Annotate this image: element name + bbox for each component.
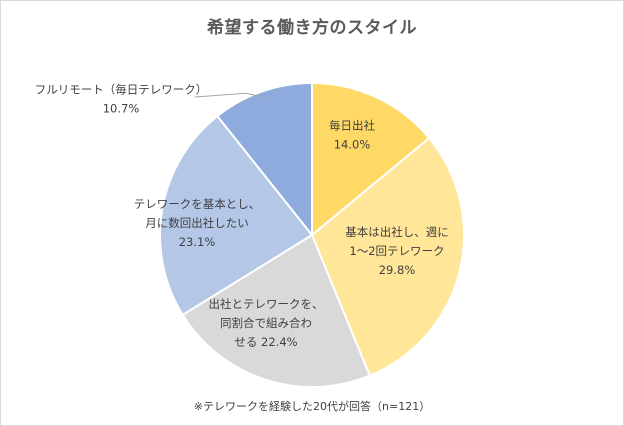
pie-slice-5 bbox=[215, 81, 313, 238]
pie-slice-4 bbox=[159, 114, 314, 317]
slice-label-3: 出社とテレワークを、同割合で組み合わせる 22.4% bbox=[209, 297, 324, 349]
slice-label-line: 1～2回テレワーク bbox=[349, 244, 444, 258]
slice-label-line: 出社とテレワークを、 bbox=[209, 297, 324, 311]
slice-label-1: 毎日出社 14.0% bbox=[329, 119, 375, 152]
slice-label-5: フルリモート（毎日テレワーク） 10.7% bbox=[35, 83, 208, 116]
chart-title: 希望する働き方のスタイル bbox=[207, 18, 417, 38]
slice-label-line: 23.1% bbox=[179, 235, 216, 249]
pie-slice-2 bbox=[310, 136, 465, 377]
pie-slice-3 bbox=[181, 233, 372, 388]
slice-label-2: 基本は出社し、週に 1～2回テレワーク 29.8% bbox=[345, 225, 449, 277]
slice-label-line: 同割合で組み合わ bbox=[220, 316, 312, 330]
chart-footnote: ※テレワークを経験した20代が回答（n=121） bbox=[193, 400, 431, 413]
slice-label-4: テレワークを基本とし、月に数回出社したい 23.1% bbox=[134, 197, 261, 249]
slice-label-line: 10.7% bbox=[103, 102, 140, 116]
slice-label-line: テレワークを基本とし、 bbox=[134, 197, 261, 211]
slice-label-line: 月に数回出社したい bbox=[145, 216, 249, 230]
slice-label-line: 14.0% bbox=[334, 138, 371, 152]
slice-label-line: 毎日出社 bbox=[329, 119, 375, 133]
slice-label-line: 29.8% bbox=[379, 263, 416, 277]
leader-line bbox=[194, 92, 264, 98]
slice-label-line: フルリモート（毎日テレワーク） bbox=[35, 83, 208, 97]
pie-slice-1 bbox=[311, 81, 431, 238]
slice-label-line: 基本は出社し、週に bbox=[345, 225, 449, 239]
slice-label-line: せる 22.4% bbox=[234, 335, 297, 349]
